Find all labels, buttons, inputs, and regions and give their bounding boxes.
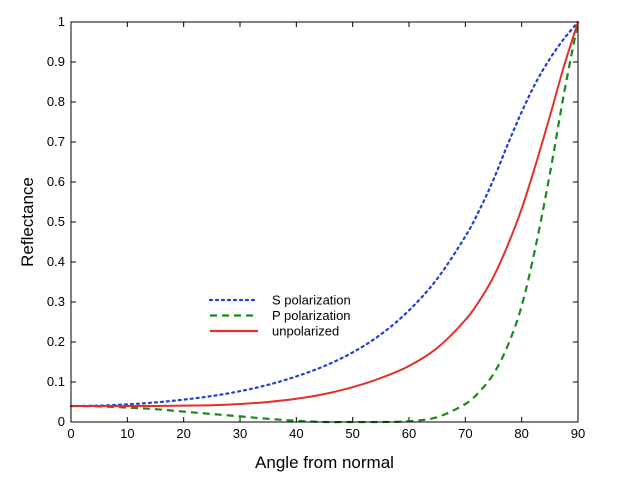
x-tick-label: 90	[571, 426, 585, 441]
series-line-p-polarization	[70, 21, 580, 424]
series-line-unpolarized	[71, 21, 579, 408]
y-axis-label: Reflectance	[18, 177, 37, 267]
x-tick-label: 80	[514, 426, 528, 441]
legend-label-unpolarized: unpolarized	[272, 324, 339, 339]
y-tick-label: 0.8	[47, 94, 65, 109]
y-tick-label: 0.6	[47, 174, 65, 189]
x-tick-label: 60	[402, 426, 416, 441]
x-tick-label: 30	[233, 426, 247, 441]
ticks-layer: 0 10 20 30 40 50 60 70 80 90 0 0.1 0.2 0.3 0.4 0.5 0.6 0.…	[47, 14, 585, 441]
legend-label-p-polarization: P polarization	[272, 308, 351, 323]
y-tick-label: 0.3	[47, 294, 65, 309]
y-tick-label: 1	[58, 14, 65, 29]
x-tick-label: 10	[120, 426, 134, 441]
x-tick-label: 40	[289, 426, 303, 441]
y-tick-label: 0.7	[47, 134, 65, 149]
x-axis-label: Angle from normal	[255, 453, 394, 472]
x-tick-label: 0	[67, 426, 74, 441]
x-tick-label: 20	[176, 426, 190, 441]
y-tick-label: 0.1	[47, 374, 65, 389]
series-line-s-polarization	[69, 20, 580, 408]
plot-frame	[70, 21, 579, 423]
legend-label-s-polarization: S polarization	[272, 293, 351, 308]
x-tick-label: 70	[458, 426, 472, 441]
y-tick-label: 0.4	[47, 254, 65, 269]
x-tick-label: 50	[345, 426, 359, 441]
series-layer	[69, 20, 580, 424]
y-tick-label: 0.2	[47, 334, 65, 349]
y-tick-label: 0.5	[47, 214, 65, 229]
y-tick-label: 0	[58, 414, 65, 429]
y-tick-label: 0.9	[47, 54, 65, 69]
